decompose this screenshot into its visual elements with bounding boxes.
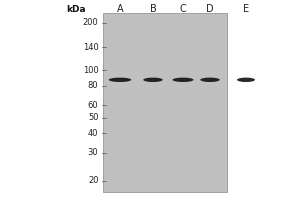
FancyBboxPatch shape: [103, 13, 226, 192]
Ellipse shape: [237, 78, 255, 82]
Text: D: D: [206, 4, 214, 14]
Text: B: B: [150, 4, 156, 14]
Text: A: A: [117, 4, 123, 14]
Text: E: E: [243, 4, 249, 14]
Ellipse shape: [200, 78, 220, 82]
Text: 80: 80: [88, 81, 98, 90]
Ellipse shape: [172, 78, 194, 82]
Text: 100: 100: [83, 66, 98, 75]
Text: 200: 200: [83, 18, 98, 27]
Text: 140: 140: [83, 43, 98, 52]
Text: 20: 20: [88, 176, 98, 185]
Text: kDa: kDa: [66, 4, 86, 14]
Text: 50: 50: [88, 113, 98, 122]
Text: 30: 30: [88, 148, 98, 157]
Text: C: C: [180, 4, 186, 14]
Ellipse shape: [109, 78, 131, 82]
Text: 40: 40: [88, 129, 98, 138]
Ellipse shape: [143, 78, 163, 82]
Text: 60: 60: [88, 101, 98, 110]
